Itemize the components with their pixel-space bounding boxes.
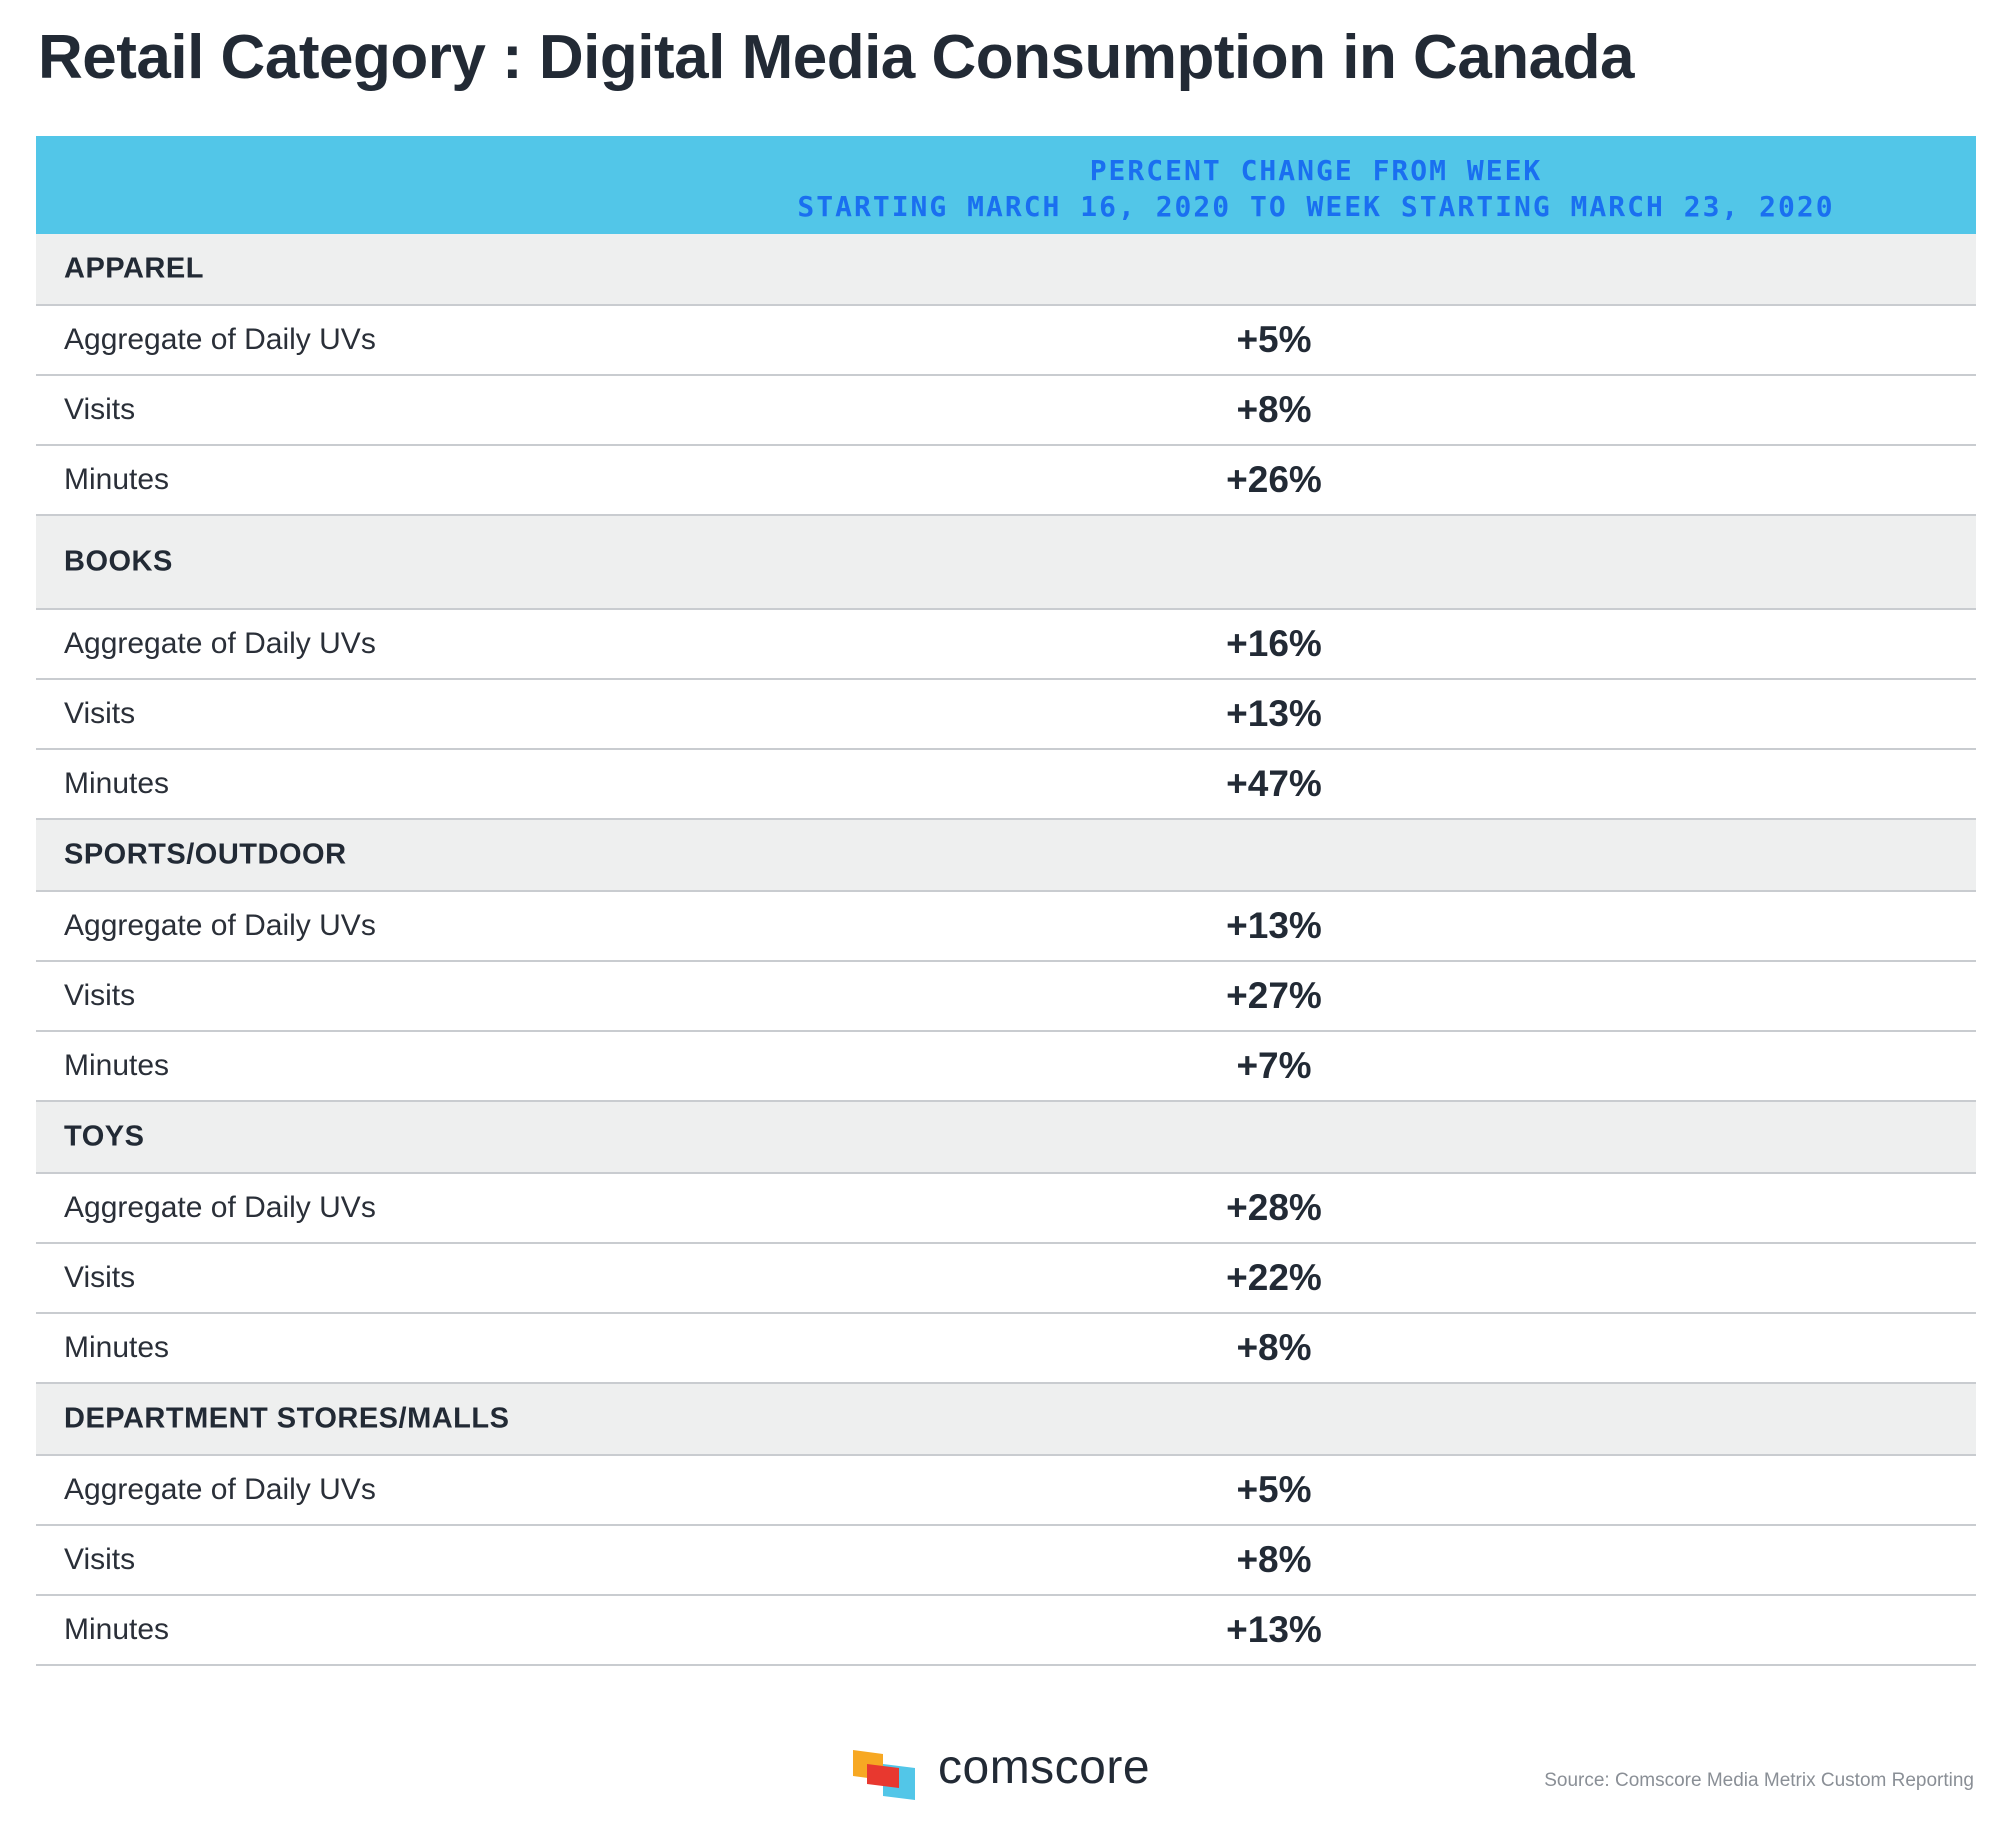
- table-row: Aggregate of Daily UVs +16%: [36, 610, 1976, 680]
- metric-label: Minutes: [64, 1049, 170, 1082]
- table-row: Minutes +8%: [36, 1314, 1976, 1384]
- category-label: SPORTS/OUTDOOR: [64, 838, 347, 871]
- metric-label: Aggregate of Daily UVs: [64, 1473, 376, 1506]
- category-row: APPAREL: [36, 234, 1976, 306]
- table-row: Minutes +26%: [36, 446, 1976, 516]
- metric-label: Visits: [64, 1543, 136, 1576]
- percent-change-value: +8%: [1236, 1327, 1312, 1368]
- percent-change-value: +13%: [1226, 905, 1322, 946]
- column-header: PERCENT CHANGE FROM WEEK STARTING MARCH …: [36, 153, 1976, 225]
- table-row: Minutes +47%: [36, 750, 1976, 820]
- category-row: BOOKS: [36, 516, 1976, 610]
- table-body: APPAREL Aggregate of Daily UVs +5% Visits +8…: [36, 234, 1976, 1666]
- metric-label: Minutes: [64, 1613, 170, 1646]
- brand-name: comscore: [938, 1741, 1151, 1794]
- column-header-line1: PERCENT CHANGE FROM WEEK: [1089, 154, 1543, 187]
- metric-label: Visits: [64, 979, 136, 1012]
- percent-change-value: +26%: [1226, 459, 1322, 500]
- category-label: APPAREL: [64, 252, 204, 285]
- percent-change-value: +13%: [1226, 693, 1322, 734]
- table-row: Visits +27%: [36, 962, 1976, 1032]
- table-header: PERCENT CHANGE FROM WEEK STARTING MARCH …: [36, 136, 1976, 234]
- category-label: DEPARTMENT STORES/MALLS: [64, 1402, 510, 1435]
- data-table: PERCENT CHANGE FROM WEEK STARTING MARCH …: [36, 136, 1976, 1666]
- metric-label: Minutes: [64, 463, 170, 496]
- percent-change-value: +7%: [1236, 1045, 1312, 1086]
- metric-label: Aggregate of Daily UVs: [64, 909, 376, 942]
- category-row: TOYS: [36, 1102, 1976, 1174]
- column-header-line2: STARTING MARCH 16, 2020 TO WEEK STARTING…: [797, 190, 1835, 223]
- table-row: Visits +8%: [36, 1526, 1976, 1596]
- table-row: Aggregate of Daily UVs +5%: [36, 1456, 1976, 1526]
- comscore-logo-icon: [853, 1750, 915, 1800]
- metric-label: Visits: [64, 393, 136, 426]
- category-label: BOOKS: [64, 545, 173, 578]
- footer: comscore Source: Comscore Media Metrix C…: [0, 1720, 2000, 1821]
- percent-change-value: +5%: [1236, 1469, 1312, 1510]
- percent-change-value: +22%: [1226, 1257, 1322, 1298]
- table-row: Aggregate of Daily UVs +13%: [36, 892, 1976, 962]
- table-row: Aggregate of Daily UVs +5%: [36, 306, 1976, 376]
- metric-label: Aggregate of Daily UVs: [64, 323, 376, 356]
- percent-change-value: +13%: [1226, 1609, 1322, 1650]
- metric-label: Visits: [64, 1261, 136, 1294]
- logo-red-shape: [867, 1764, 899, 1788]
- table-row: Aggregate of Daily UVs +28%: [36, 1174, 1976, 1244]
- metric-label: Minutes: [64, 1331, 170, 1364]
- table-row: Minutes +13%: [36, 1596, 1976, 1666]
- table-row: Visits +22%: [36, 1244, 1976, 1314]
- category-row: SPORTS/OUTDOOR: [36, 820, 1976, 892]
- percent-change-value: +16%: [1226, 623, 1322, 664]
- metric-label: Aggregate of Daily UVs: [64, 627, 376, 660]
- metric-label: Minutes: [64, 767, 170, 800]
- percent-change-value: +8%: [1236, 389, 1312, 430]
- source-note: Source: Comscore Media Metrix Custom Rep…: [1544, 1770, 1974, 1791]
- percent-change-value: +27%: [1226, 975, 1322, 1016]
- category-label: TOYS: [64, 1120, 145, 1153]
- category-row: DEPARTMENT STORES/MALLS: [36, 1384, 1976, 1456]
- percent-change-value: +47%: [1226, 763, 1322, 804]
- table-row: Visits +8%: [36, 376, 1976, 446]
- table-row: Minutes +7%: [36, 1032, 1976, 1102]
- page-title: Retail Category : Digital Media Consumpt…: [38, 23, 1635, 92]
- percent-change-value: +5%: [1236, 319, 1312, 360]
- percent-change-value: +8%: [1236, 1539, 1312, 1580]
- table-row: Visits +13%: [36, 680, 1976, 750]
- metric-label: Visits: [64, 697, 136, 730]
- metric-label: Aggregate of Daily UVs: [64, 1191, 376, 1224]
- percent-change-value: +28%: [1226, 1187, 1322, 1228]
